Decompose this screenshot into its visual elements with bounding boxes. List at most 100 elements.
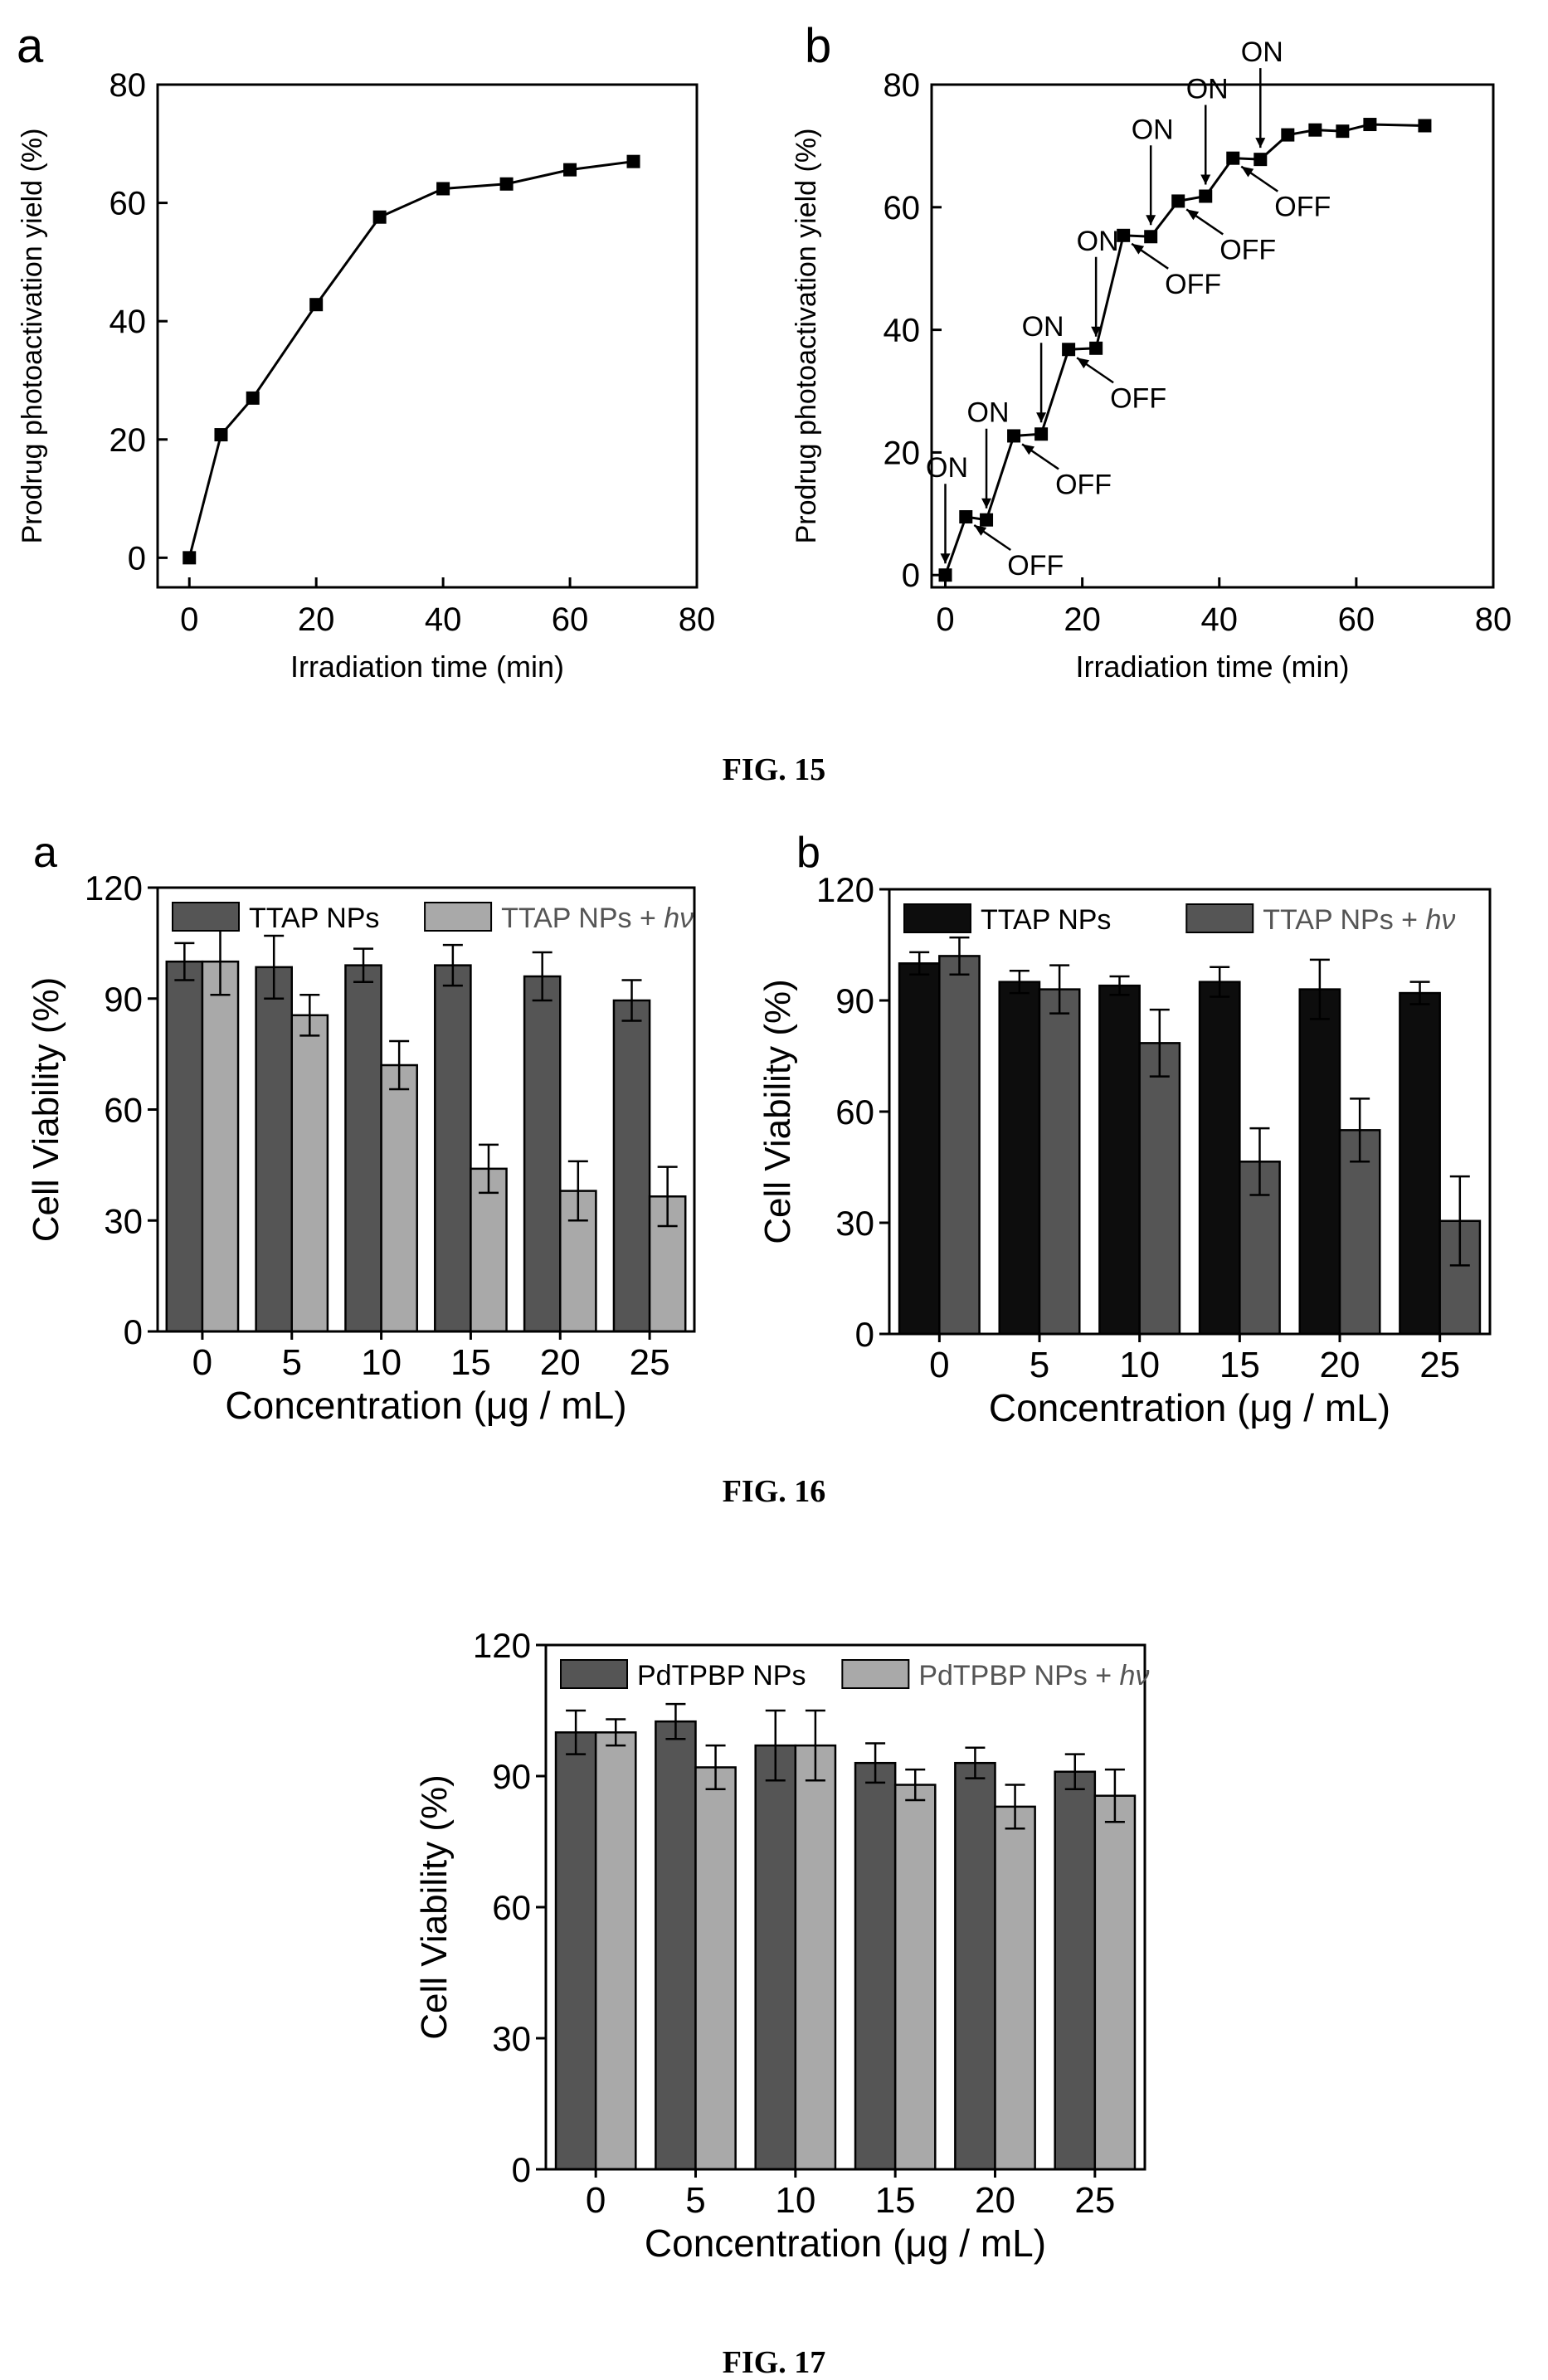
- series-line: [187, 160, 634, 558]
- x-tick-label: 20: [1320, 1345, 1361, 1385]
- x-axis-label: Irradiation time (min): [1075, 650, 1349, 684]
- fig16b-chart: b 0 30 60 90 120 0 5 10 15 20 25 Concentration (μg /…: [757, 829, 1492, 1429]
- annotation-on: ON: [1077, 226, 1119, 257]
- y-tick-label: 90: [492, 1757, 531, 1796]
- annotation-on: ON: [1186, 74, 1229, 105]
- bar: [554, 1731, 597, 2171]
- arrow-head: [1091, 326, 1102, 337]
- fig15a-chart: a 0 20 40 60 80 0 20 40 60 80 Irradiation time (min…: [17, 19, 715, 684]
- legend-label-italic: hν: [1120, 1660, 1150, 1691]
- legend-label-italic: hν: [1425, 904, 1455, 936]
- bar: [994, 1805, 1036, 2171]
- bar: [754, 1744, 797, 2171]
- x-tick-label: 0: [180, 601, 198, 638]
- x-tick-label: 10: [361, 1342, 402, 1383]
- bar: [201, 960, 240, 1333]
- fig15-caption: FIG. 15: [723, 752, 826, 787]
- y-tick-label: 60: [835, 1093, 874, 1132]
- x-tick-label: 20: [1064, 601, 1101, 638]
- fig17-chart: 0 30 60 90 120 0 5 10 15 20 25 Concentration (μg / …: [414, 1626, 1149, 2265]
- arrow-head: [1146, 215, 1156, 226]
- legend-label: TTAP NPs + hν: [501, 903, 694, 934]
- x-tick-label: 0: [936, 601, 954, 638]
- data-point: [563, 163, 577, 177]
- bar: [165, 960, 204, 1333]
- x-tick-label: 0: [586, 2180, 606, 2221]
- data-point: [959, 510, 973, 524]
- bar: [255, 966, 294, 1333]
- legend-swatch: [903, 903, 971, 933]
- y-tick-label: 120: [473, 1626, 531, 1665]
- annotation-off: OFF: [1219, 234, 1276, 265]
- data-point: [626, 154, 640, 168]
- annotation-off: OFF: [1274, 192, 1331, 223]
- bar: [1198, 981, 1241, 1336]
- bar: [893, 1784, 937, 2171]
- legend-swatch: [424, 902, 493, 932]
- series-line: [944, 123, 1425, 576]
- bar: [854, 1761, 897, 2171]
- data-point: [1062, 343, 1076, 357]
- annotation-on: ON: [1241, 37, 1283, 68]
- y-tick-label: 60: [884, 190, 921, 226]
- data-point: [1363, 118, 1377, 132]
- data-point: [499, 177, 514, 191]
- x-tick-label: 25: [1074, 2180, 1115, 2221]
- data-point: [1308, 123, 1322, 137]
- annotation-on: ON: [926, 452, 968, 484]
- annotation-on: ON: [1022, 311, 1064, 343]
- x-tick-label: 25: [630, 1342, 670, 1383]
- y-tick-label: 120: [816, 870, 874, 909]
- y-tick-label: 40: [110, 304, 147, 340]
- bar: [1054, 1770, 1097, 2171]
- data-point: [1144, 230, 1158, 244]
- y-tick-label: 60: [104, 1091, 143, 1130]
- data-point: [246, 391, 260, 405]
- y-tick-label: 20: [110, 422, 147, 459]
- legend-label: TTAP NPs: [981, 904, 1111, 936]
- data-point: [309, 298, 324, 312]
- x-tick-label: 20: [298, 601, 335, 638]
- y-tick-label: 0: [512, 2150, 531, 2189]
- plot-frame: [930, 83, 1495, 589]
- data-point: [1336, 124, 1350, 139]
- data-point: [1171, 194, 1185, 208]
- y-tick-label: 30: [104, 1201, 143, 1240]
- arrow-head: [1077, 358, 1090, 369]
- bar: [954, 1761, 996, 2171]
- x-axis-label: Concentration (μg / mL): [225, 1384, 626, 1427]
- legend-swatch: [172, 902, 240, 932]
- bar: [612, 999, 651, 1333]
- panel-label: a: [17, 19, 44, 73]
- bar: [794, 1744, 837, 2171]
- y-tick-label: 20: [884, 435, 921, 471]
- x-tick-label: 5: [685, 2180, 705, 2221]
- x-tick-label: 15: [875, 2180, 916, 2221]
- fig15b-chart: b 0 20 40 60 80 0 20 40 60 80 Irradiation time (min…: [791, 19, 1511, 684]
- arrow-head: [1200, 174, 1211, 185]
- data-point: [372, 210, 387, 224]
- y-tick-label: 90: [104, 980, 143, 1019]
- x-tick-label: 10: [775, 2180, 815, 2221]
- panel-label: a: [33, 829, 57, 877]
- arrow-head: [1241, 166, 1254, 178]
- panel-label: b: [805, 19, 831, 73]
- bar: [1138, 1042, 1181, 1336]
- x-tick-label: 40: [1201, 601, 1239, 638]
- bar: [655, 1720, 697, 2171]
- y-tick-label: 0: [855, 1315, 874, 1354]
- x-tick-label: 0: [929, 1345, 949, 1385]
- x-tick-label: 80: [679, 601, 716, 638]
- legend-label: PdTPBP NPs + hν: [918, 1660, 1149, 1691]
- arrow-head: [1132, 243, 1145, 255]
- arrow-head: [974, 525, 987, 536]
- data-point: [980, 513, 994, 527]
- x-tick-label: 5: [282, 1342, 302, 1383]
- x-axis-label: Irradiation time (min): [290, 650, 564, 684]
- x-tick-label: 40: [425, 601, 462, 638]
- arrow-head: [940, 553, 951, 564]
- bar: [470, 1167, 508, 1333]
- bar: [1093, 1794, 1137, 2171]
- data-point: [1281, 128, 1295, 142]
- legend-label: TTAP NPs: [249, 903, 379, 934]
